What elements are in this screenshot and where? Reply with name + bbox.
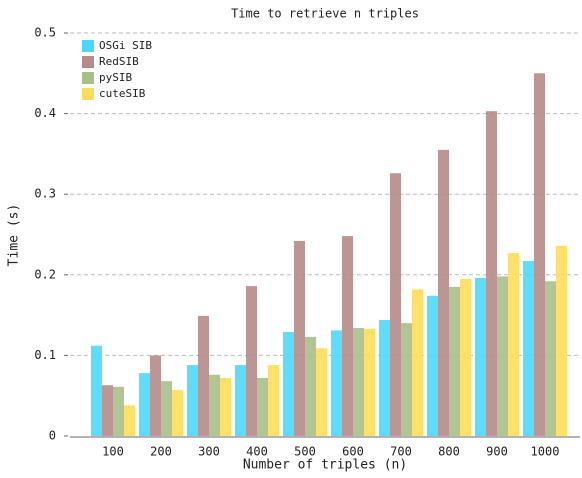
legend-label: OSGi SIB — [99, 39, 152, 52]
bar — [257, 377, 269, 436]
y-tick-label: 0.4 — [34, 106, 56, 120]
bar — [485, 111, 497, 436]
bar — [316, 348, 328, 436]
x-tick-label: 1000 — [531, 445, 560, 459]
bar — [474, 278, 486, 436]
legend-label: cuteSIB — [99, 87, 146, 100]
legend-label: pySIB — [99, 71, 132, 84]
y-tick-label: 0 — [49, 429, 56, 443]
legend-swatch — [82, 88, 94, 100]
chart-title: Time to retrieve n triples — [231, 7, 419, 21]
bar — [353, 327, 365, 436]
bar — [245, 286, 257, 436]
legend-swatch — [82, 56, 94, 68]
bar — [268, 365, 280, 436]
x-tick-label: 100 — [102, 445, 124, 459]
x-tick-label: 500 — [294, 445, 316, 459]
bar — [522, 261, 534, 436]
legend-label: RedSIB — [99, 55, 139, 68]
bar — [449, 286, 461, 436]
bar — [305, 336, 317, 436]
bar — [113, 386, 125, 436]
bar — [460, 278, 472, 436]
bar — [220, 377, 232, 436]
bar — [389, 173, 401, 436]
bar — [437, 149, 449, 436]
bar — [412, 289, 424, 436]
bar — [161, 381, 173, 436]
bar — [197, 315, 209, 436]
bar — [186, 365, 198, 436]
bar — [124, 405, 136, 436]
bar — [234, 365, 246, 436]
x-axis-label: Number of triples (n) — [243, 458, 407, 473]
x-tick-label: 200 — [150, 445, 172, 459]
y-tick-label: 0.3 — [34, 187, 56, 201]
bar — [282, 332, 294, 436]
x-tick-label: 600 — [342, 445, 364, 459]
bar — [497, 276, 509, 436]
y-tick-label: 0.2 — [34, 267, 56, 281]
bar — [138, 373, 150, 436]
bar — [341, 236, 353, 436]
bar — [101, 385, 113, 436]
y-axis-label: Time (s) — [7, 204, 22, 267]
bar — [172, 390, 184, 436]
x-tick-label: 700 — [390, 445, 412, 459]
x-tick-label: 900 — [486, 445, 508, 459]
bar — [149, 355, 161, 436]
bar — [508, 253, 520, 436]
bar — [293, 240, 305, 436]
bar — [401, 323, 413, 436]
bar — [90, 345, 102, 436]
bar — [378, 319, 390, 436]
y-tick-label: 0.1 — [34, 348, 56, 362]
legend-swatch — [82, 40, 94, 52]
x-tick-label: 800 — [438, 445, 460, 459]
bar — [426, 295, 438, 436]
bar — [533, 73, 545, 437]
bar — [556, 245, 568, 436]
legend-swatch — [82, 72, 94, 84]
bar — [209, 374, 221, 436]
x-tick-label: 300 — [198, 445, 220, 459]
bar — [364, 328, 376, 436]
y-tick-label: 0.5 — [34, 26, 56, 40]
bar — [545, 281, 557, 436]
x-tick-label: 400 — [246, 445, 268, 459]
bar — [330, 330, 342, 436]
